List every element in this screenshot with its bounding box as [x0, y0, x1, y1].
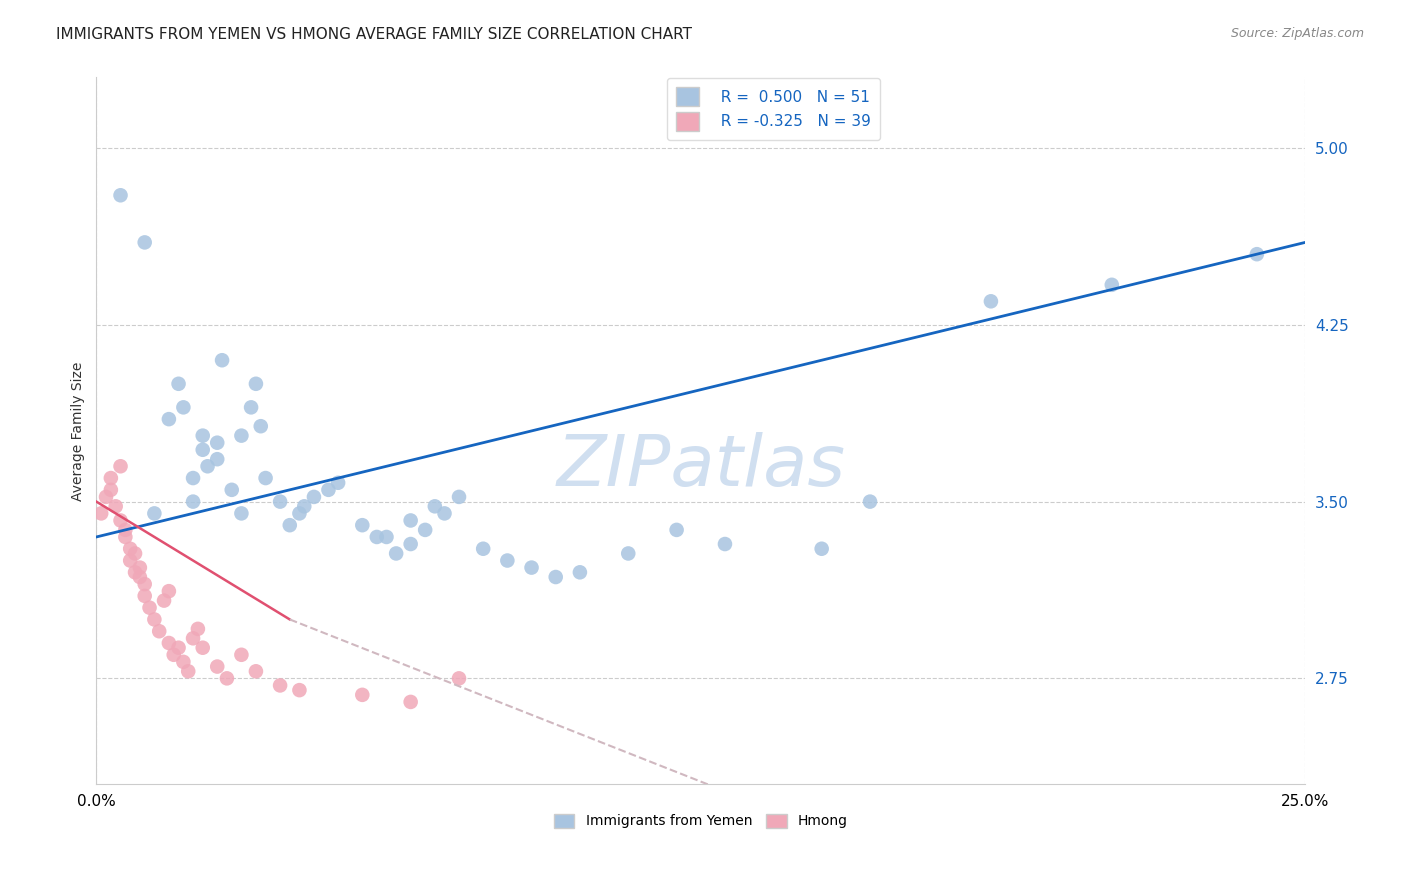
Legend: Immigrants from Yemen, Hmong: Immigrants from Yemen, Hmong: [548, 808, 853, 834]
Point: [352, 518, 374, 533]
Point: [110, 513, 132, 527]
Point: [124, 566, 146, 580]
Point: [980, 294, 1002, 309]
Point: [520, 560, 543, 574]
Point: [617, 546, 640, 560]
Point: [269, 678, 291, 692]
Point: [249, 419, 271, 434]
Text: IMMIGRANTS FROM YEMEN VS HMONG AVERAGE FAMILY SIZE CORRELATION CHART: IMMIGRANTS FROM YEMEN VS HMONG AVERAGE F…: [56, 27, 692, 42]
Point: [114, 530, 136, 544]
Point: [187, 622, 209, 636]
Point: [100, 471, 122, 485]
Point: [157, 636, 180, 650]
Point: [859, 494, 882, 508]
Point: [366, 530, 388, 544]
Point: [134, 235, 156, 250]
Point: [120, 541, 142, 556]
Point: [134, 589, 156, 603]
Point: [110, 459, 132, 474]
Point: [153, 593, 176, 607]
Point: [245, 376, 267, 391]
Text: ZIPatlas: ZIPatlas: [557, 432, 845, 500]
Point: [143, 507, 166, 521]
Point: [221, 483, 243, 497]
Point: [288, 507, 311, 521]
Point: [124, 546, 146, 560]
Point: [191, 428, 214, 442]
Point: [810, 541, 832, 556]
Point: [472, 541, 495, 556]
Point: [207, 452, 229, 467]
Point: [94, 490, 117, 504]
Point: [120, 553, 142, 567]
Point: [399, 513, 422, 527]
Point: [167, 376, 190, 391]
Point: [114, 523, 136, 537]
Point: [157, 412, 180, 426]
Point: [100, 483, 122, 497]
Point: [181, 494, 204, 508]
Point: [245, 665, 267, 679]
Point: [181, 632, 204, 646]
Point: [254, 471, 277, 485]
Point: [1101, 277, 1123, 292]
Y-axis label: Average Family Size: Average Family Size: [72, 361, 86, 500]
Point: [167, 640, 190, 655]
Point: [385, 546, 408, 560]
Point: [163, 648, 186, 662]
Point: [157, 584, 180, 599]
Point: [568, 566, 591, 580]
Point: [302, 490, 325, 504]
Point: [128, 570, 150, 584]
Point: [423, 500, 446, 514]
Point: [90, 507, 112, 521]
Point: [399, 695, 422, 709]
Point: [197, 459, 219, 474]
Point: [231, 648, 253, 662]
Point: [447, 490, 470, 504]
Point: [138, 600, 160, 615]
Point: [134, 577, 156, 591]
Point: [496, 553, 519, 567]
Point: [231, 428, 253, 442]
Point: [211, 353, 233, 368]
Point: [665, 523, 688, 537]
Point: [269, 494, 291, 508]
Point: [215, 671, 238, 685]
Point: [148, 624, 170, 639]
Point: [110, 188, 132, 202]
Point: [375, 530, 398, 544]
Point: [104, 500, 127, 514]
Point: [318, 483, 340, 497]
Point: [207, 435, 229, 450]
Point: [714, 537, 737, 551]
Point: [191, 442, 214, 457]
Point: [181, 471, 204, 485]
Point: [231, 507, 253, 521]
Point: [143, 612, 166, 626]
Point: [399, 537, 422, 551]
Point: [191, 640, 214, 655]
Point: [288, 683, 311, 698]
Point: [326, 475, 349, 490]
Point: [172, 401, 194, 415]
Point: [433, 507, 456, 521]
Point: [172, 655, 194, 669]
Point: [177, 665, 200, 679]
Point: [207, 659, 229, 673]
Point: [447, 671, 470, 685]
Point: [352, 688, 374, 702]
Point: [413, 523, 436, 537]
Point: [544, 570, 567, 584]
Point: [240, 401, 263, 415]
Point: [278, 518, 301, 533]
Text: Source: ZipAtlas.com: Source: ZipAtlas.com: [1230, 27, 1364, 40]
Point: [292, 500, 315, 514]
Point: [128, 560, 150, 574]
Point: [1246, 247, 1268, 261]
